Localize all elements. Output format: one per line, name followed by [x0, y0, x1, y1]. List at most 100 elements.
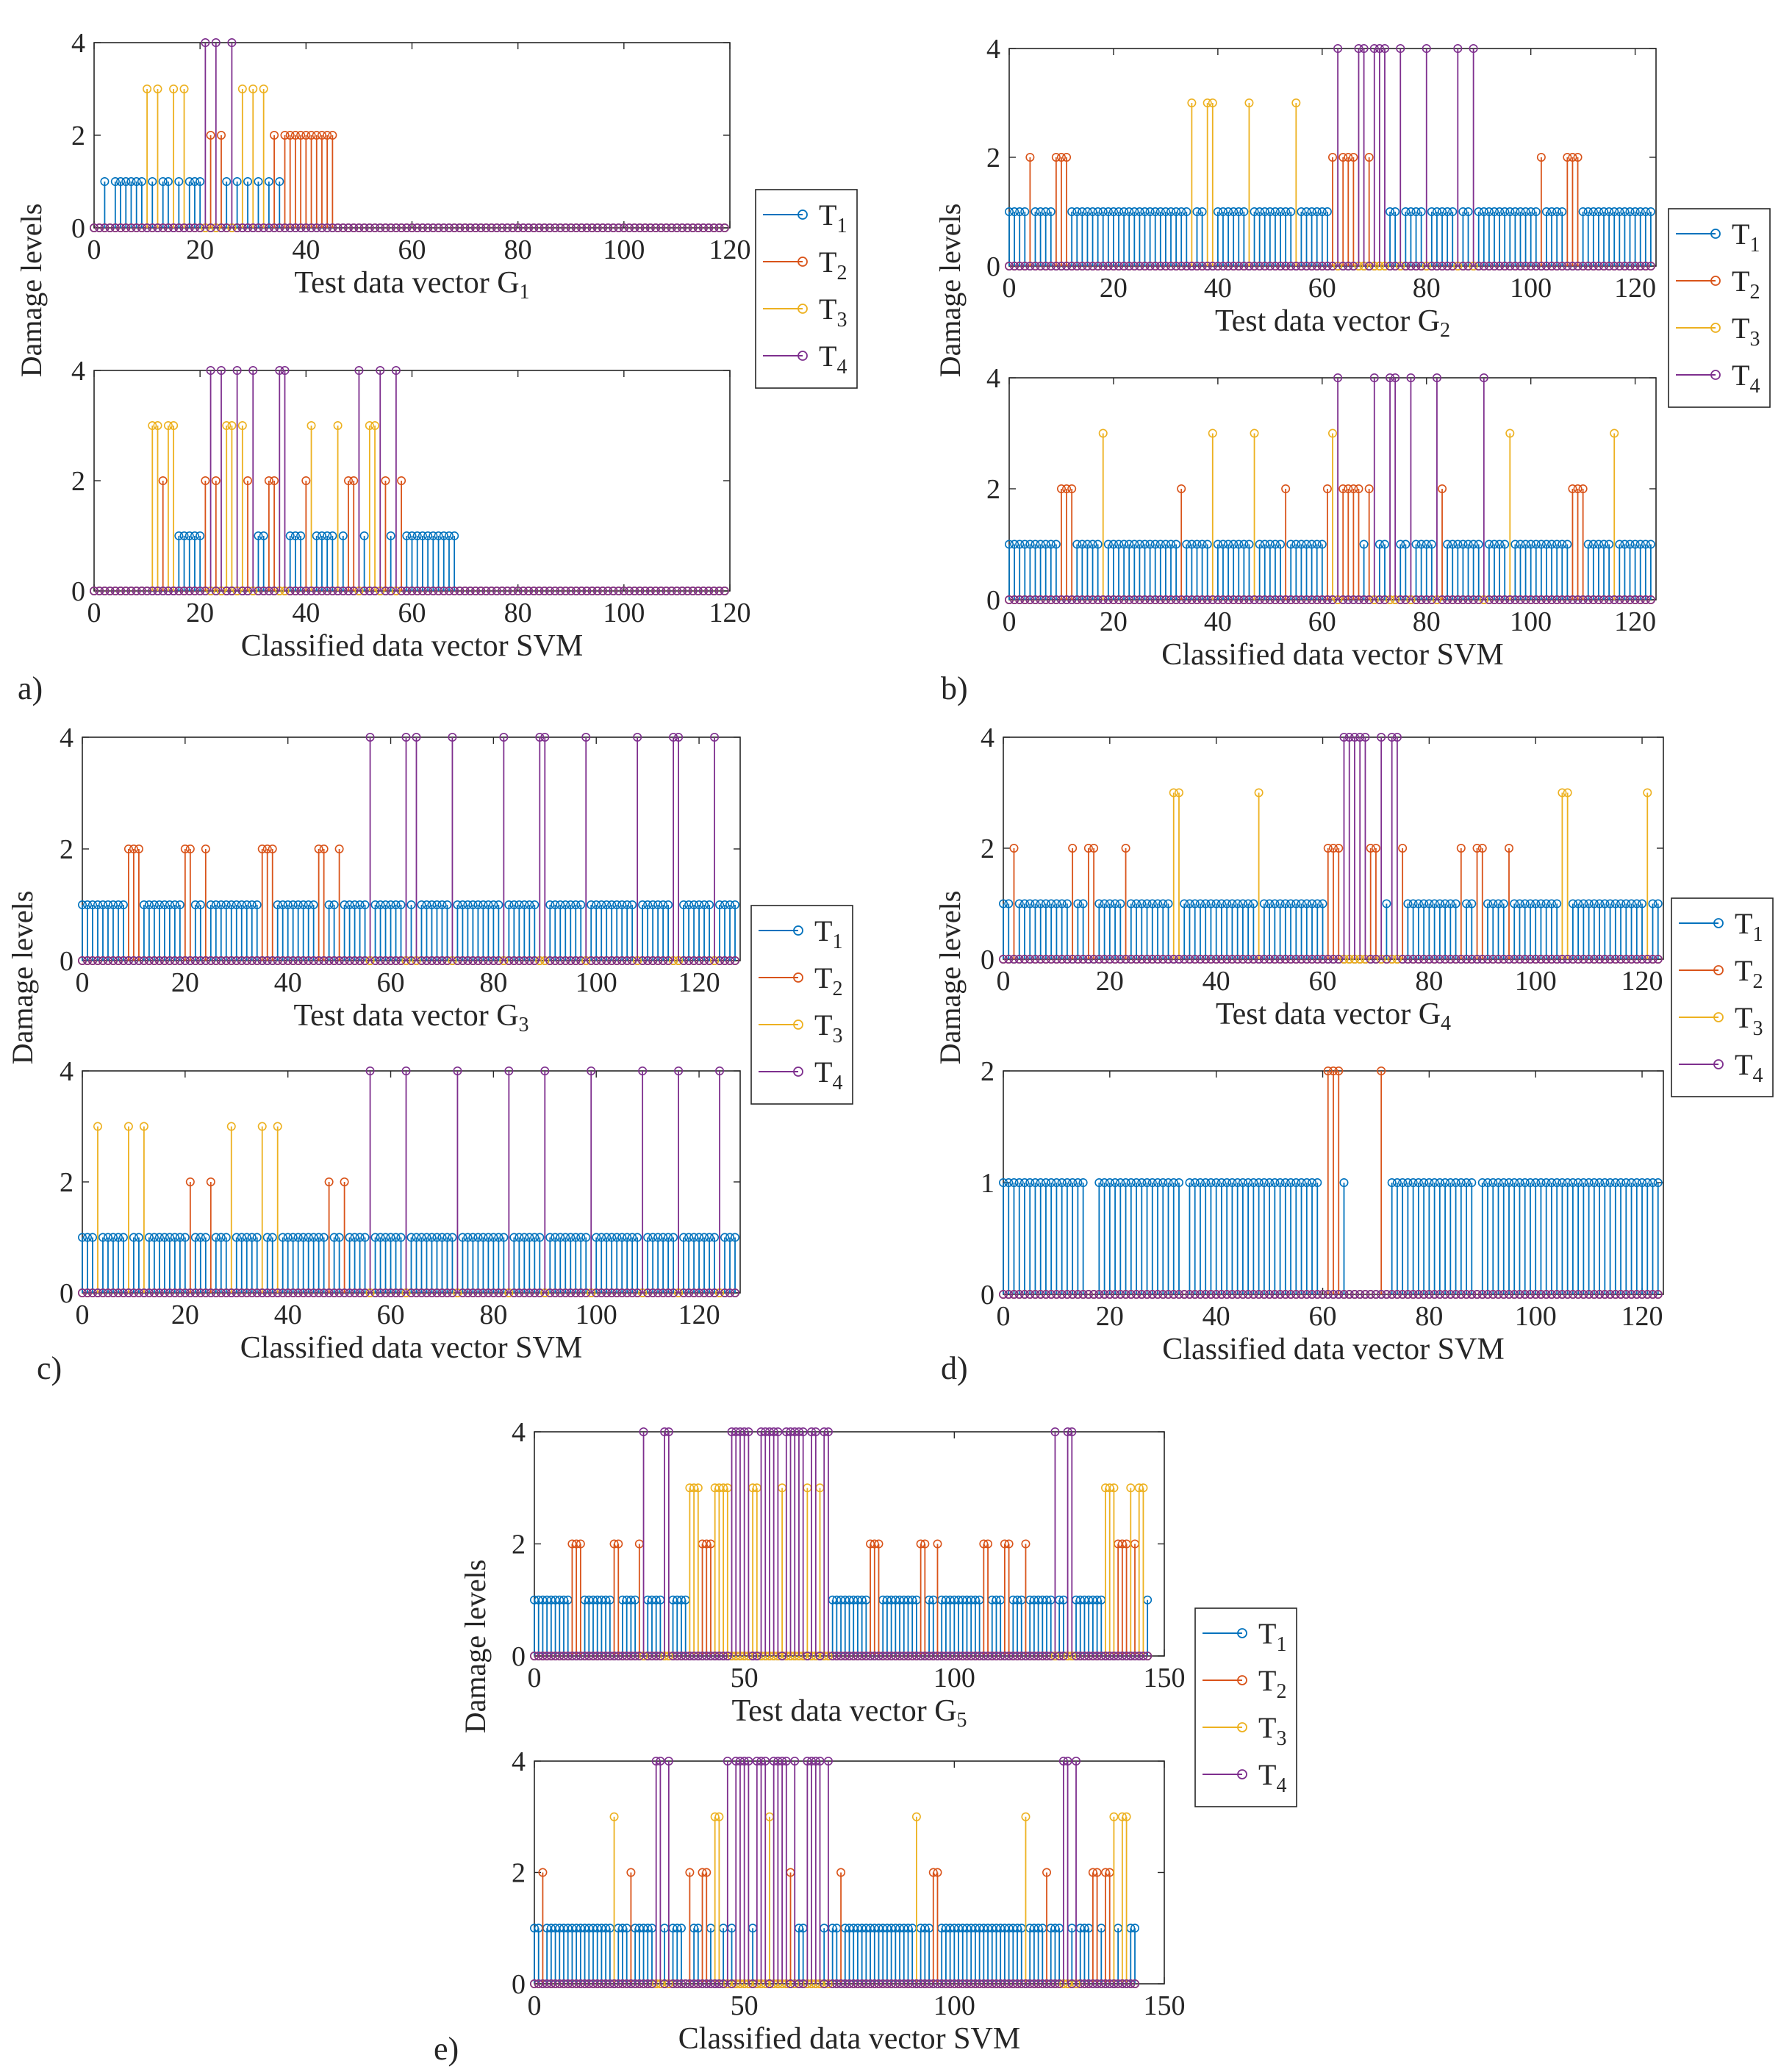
stem-marker: [450, 586, 459, 595]
x-tick-label: 80: [504, 598, 532, 628]
stem-marker: [1020, 539, 1030, 549]
series-T4: [90, 365, 729, 595]
stem-marker: [196, 586, 205, 595]
y-tick-label: 2: [981, 834, 994, 864]
y-tick-label: 2: [60, 834, 74, 865]
stem-marker: [232, 177, 242, 187]
stem-marker: [1448, 207, 1458, 216]
stem-marker: [1610, 207, 1619, 216]
stem-marker: [434, 223, 443, 232]
stem-marker: [237, 420, 247, 430]
stem-marker: [328, 131, 337, 140]
stem-marker: [1276, 207, 1286, 216]
stem-marker: [1025, 539, 1035, 549]
stem-marker: [1031, 261, 1040, 270]
stem-marker: [248, 223, 258, 232]
stem-marker: [614, 586, 623, 595]
stem-marker: [307, 420, 316, 430]
stem-marker: [1166, 261, 1176, 270]
stem-marker: [184, 223, 194, 232]
y-tick-label: 0: [986, 585, 1000, 616]
x-tick-label: 80: [479, 967, 507, 998]
stem-marker: [444, 531, 454, 540]
x-tick-label: 80: [1413, 606, 1441, 637]
stem-marker: [148, 420, 157, 430]
stem-marker: [1432, 207, 1441, 216]
stem-marker: [1088, 539, 1097, 549]
stem-marker: [121, 586, 131, 595]
stem-marker: [455, 586, 465, 595]
y-tick-label: 0: [981, 1280, 994, 1311]
stem-marker: [1213, 261, 1222, 270]
stem-marker: [328, 223, 337, 232]
stem-marker: [148, 177, 157, 187]
stem-marker: [1265, 261, 1275, 270]
stem-marker: [1250, 261, 1259, 270]
stem-marker: [312, 131, 321, 140]
stem-marker: [1276, 261, 1286, 270]
stem-marker: [1531, 261, 1541, 270]
stem-marker: [1192, 539, 1202, 549]
stem-marker: [1062, 261, 1072, 270]
stem-marker: [439, 223, 448, 232]
x-tick-label: 60: [377, 1300, 405, 1330]
stem-marker: [153, 586, 162, 595]
stem-marker: [264, 476, 273, 485]
stem-marker: [301, 476, 311, 485]
stem-marker: [174, 531, 184, 540]
stem-marker: [1218, 207, 1227, 216]
stem-marker: [206, 365, 215, 375]
stem-marker: [190, 177, 199, 187]
stem-marker: [566, 586, 576, 595]
stem-marker: [237, 586, 247, 595]
stem-marker: [1521, 207, 1530, 216]
stem-marker: [1260, 207, 1269, 216]
stem-marker: [1150, 207, 1160, 216]
stem-marker: [1573, 153, 1583, 162]
stem-marker: [227, 420, 237, 430]
stem-marker: [402, 531, 412, 540]
stem-marker: [540, 223, 549, 232]
stem-marker: [254, 223, 263, 232]
stem-marker: [1558, 207, 1567, 216]
x-tick-label: 40: [1204, 606, 1232, 637]
stem-marker: [492, 586, 501, 595]
stem-marker: [222, 586, 232, 595]
stem-marker: [1536, 153, 1546, 162]
stem-marker: [551, 586, 560, 595]
stem-marker: [317, 131, 326, 140]
x-axis-label: Test data vector G3: [293, 999, 528, 1036]
stem-marker: [1396, 539, 1405, 549]
series-T1: [90, 531, 729, 595]
stem-marker: [254, 531, 263, 540]
stem-marker: [1563, 153, 1572, 162]
stem-marker: [1307, 207, 1316, 216]
stem-marker: [285, 586, 295, 595]
stem-marker: [683, 223, 692, 232]
stem-marker: [412, 586, 422, 595]
x-tick-label: 20: [1100, 273, 1128, 304]
stem-marker: [1229, 207, 1239, 216]
stem-marker: [423, 586, 433, 595]
stem-marker: [1416, 207, 1426, 216]
stem-marker: [698, 586, 708, 595]
stem-marker: [1036, 207, 1045, 216]
stem-marker: [1427, 207, 1436, 216]
stem-marker: [1490, 207, 1499, 216]
x-tick-label: 20: [1096, 966, 1124, 997]
stem-marker: [222, 223, 232, 232]
stem-marker: [1056, 261, 1066, 270]
stem-marker: [625, 586, 634, 595]
stem-marker: [1135, 261, 1144, 270]
stem-marker: [1297, 207, 1306, 216]
stem-marker: [1098, 261, 1108, 270]
stem-marker: [121, 223, 131, 232]
x-axis-label: Test data vector G1: [294, 266, 529, 304]
stem-marker: [698, 223, 708, 232]
stem-marker: [450, 223, 459, 232]
stem-marker: [465, 223, 475, 232]
x-tick-label: 80: [1413, 273, 1441, 304]
x-tick-label: 0: [76, 1300, 90, 1330]
stem-marker: [1067, 207, 1077, 216]
